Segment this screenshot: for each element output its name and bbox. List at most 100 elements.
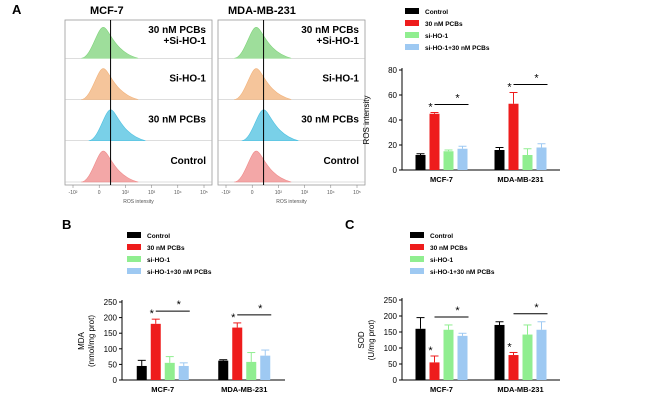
legend-label-ros: si-HO-1+30 nM PCBs xyxy=(425,45,490,52)
bar-sod xyxy=(508,355,519,380)
y-tick-label-sod: 200 xyxy=(384,312,398,321)
flow-histogram xyxy=(234,68,292,100)
bar-mda xyxy=(246,361,257,380)
significance-star-red: * xyxy=(507,82,512,94)
significance-star-blue: * xyxy=(455,305,460,317)
significance-star-red: * xyxy=(231,312,236,324)
legend-label-sod: Control xyxy=(430,233,453,240)
y-tick-label-ros: 80 xyxy=(388,66,397,75)
flow-x-tick-label: 10⁴ xyxy=(174,190,182,196)
y-tick-label-sod: 0 xyxy=(393,376,398,385)
flow-histogram xyxy=(88,109,146,142)
legend-swatch-ros xyxy=(405,8,419,14)
flow-x-tick-label: -10² xyxy=(222,190,231,196)
significance-star-blue: * xyxy=(258,303,263,315)
x-category-label-mda: MDA-MB-231 xyxy=(221,385,267,394)
bar-ros xyxy=(429,113,440,170)
legend-label-ros: si-HO-1 xyxy=(425,33,449,40)
flow-x-tick-label: 10² xyxy=(275,190,283,196)
flow-row-label: 30 nM PCBs xyxy=(148,115,206,126)
bar-mda xyxy=(260,355,271,380)
significance-star-blue: * xyxy=(534,302,539,314)
flow-title-mcf7: MCF-7 xyxy=(90,5,124,17)
significance-star-blue: * xyxy=(534,73,539,85)
flow-panel-mcf7: MCF-730 nM PCBs+Si-HO-1Si-HO-130 nM PCBs… xyxy=(64,5,213,205)
bar-ros xyxy=(536,147,547,170)
flow-row-label: 30 nM PCBs xyxy=(301,115,359,126)
panel-label-c: C xyxy=(345,217,355,232)
legend-label-mda: Control xyxy=(147,233,170,240)
y-axis-label-sod: (U/mg prot) xyxy=(367,319,376,360)
bar-sod xyxy=(415,328,426,380)
significance-star-blue: * xyxy=(455,93,460,105)
legend-label-mda: 30 nM PCBs xyxy=(147,245,185,252)
x-category-label-ros: MDA-MB-231 xyxy=(497,175,543,184)
sod-chart: Control 30 nM PCBs si-HO-1 si-HO-1+30 nM PC… xyxy=(357,232,560,394)
legend-label-ros: Control xyxy=(425,9,448,16)
bar-sod xyxy=(522,334,533,380)
flow-histogram xyxy=(81,27,139,59)
flow-histogram xyxy=(81,68,139,100)
bar-ros xyxy=(494,150,505,170)
significance-star-red: * xyxy=(507,341,512,353)
significance-star-red: * xyxy=(428,102,433,114)
bar-ros xyxy=(415,155,426,170)
bar-mda xyxy=(164,362,175,380)
flow-x-axis-label: ROS intensity xyxy=(123,199,154,205)
bar-ros xyxy=(508,103,519,170)
x-category-label-ros: MCF-7 xyxy=(430,175,453,184)
significance-star-red: * xyxy=(150,308,155,320)
flow-histogram xyxy=(234,27,292,59)
y-tick-label-sod: 100 xyxy=(384,344,398,353)
mda-chart: Control 30 nM PCBs si-HO-1 si-HO-1+30 nM PC… xyxy=(77,232,285,394)
flow-row-label: 30 nM PCBs xyxy=(301,25,359,36)
y-axis-label-mda: MDA xyxy=(77,331,86,349)
flow-x-tick-label: 10⁴ xyxy=(327,190,335,196)
flow-histogram xyxy=(241,109,299,142)
significance-star-red: * xyxy=(428,345,433,357)
legend-label-sod: 30 nM PCBs xyxy=(430,245,468,252)
bar-mda xyxy=(150,323,161,380)
legend-label-ros: 30 nM PCBs xyxy=(425,21,463,28)
flow-x-tick-label: 0 xyxy=(251,190,254,196)
bar-sod xyxy=(443,329,454,380)
y-tick-label-ros: 40 xyxy=(388,116,397,125)
y-tick-label-mda: 50 xyxy=(108,360,117,369)
legend-swatch-mda xyxy=(127,232,141,238)
bar-sod xyxy=(429,362,440,380)
legend-label-sod: si-HO-1 xyxy=(430,257,454,264)
bar-mda xyxy=(218,360,229,380)
y-tick-label-mda: 0 xyxy=(113,376,118,385)
y-axis-label-mda: (nmol/mg prot) xyxy=(87,315,96,367)
y-tick-label-ros: 20 xyxy=(388,141,397,150)
bar-ros xyxy=(522,155,533,170)
y-axis-label-sod: SOD xyxy=(357,331,366,349)
flow-x-tick-label: 10² xyxy=(122,190,130,196)
ros-chart: Control 30 nM PCBs si-HO-1 si-HO-1+30 nM PC… xyxy=(362,8,560,184)
legend-swatch-ros xyxy=(405,20,419,26)
bar-ros xyxy=(443,151,454,170)
legend-swatch-sod xyxy=(410,232,424,238)
flow-row-label: +Si-HO-1 xyxy=(316,36,359,47)
legend-swatch-mda xyxy=(127,244,141,250)
bar-mda xyxy=(178,365,189,380)
bar-mda xyxy=(136,365,147,380)
legend-swatch-sod xyxy=(410,268,424,274)
y-tick-label-mda: 200 xyxy=(104,314,118,323)
legend-swatch-ros xyxy=(405,44,419,50)
flow-row-label: Control xyxy=(170,156,206,167)
legend-swatch-sod xyxy=(410,244,424,250)
y-tick-label-sod: 150 xyxy=(384,328,398,337)
flow-x-tick-label: 10³ xyxy=(148,190,156,196)
flow-x-tick-label: 10⁵ xyxy=(200,190,208,196)
bar-sod xyxy=(494,324,505,380)
bar-sod xyxy=(536,329,547,380)
x-category-label-mda: MCF-7 xyxy=(151,385,174,394)
x-category-label-sod: MCF-7 xyxy=(430,385,453,394)
flow-x-tick-label: 0 xyxy=(98,190,101,196)
bar-sod xyxy=(457,335,468,380)
flow-histogram xyxy=(81,150,139,183)
y-tick-label-ros: 60 xyxy=(388,91,397,100)
